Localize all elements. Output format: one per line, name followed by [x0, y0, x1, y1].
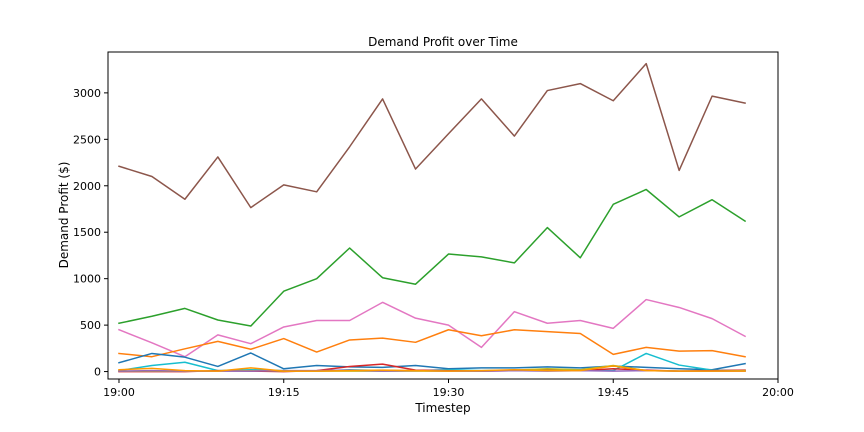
x-axis: 19:00 19:15 19:30 19:45 20:00 — [103, 379, 794, 399]
y-tick-label-6: 2500 — [73, 133, 101, 146]
y-axis-label: Demand Profit ($) — [57, 162, 71, 269]
series-line-4 — [118, 329, 746, 358]
x-tick-label-2: 19:15 — [268, 386, 300, 399]
x-tick-label-3: 19:30 — [433, 386, 465, 399]
series-line-2 — [118, 188, 747, 327]
y-axis: 0 500 1000 1500 2000 2500 3000 — [73, 87, 108, 379]
series-layer — [118, 62, 747, 373]
series-line-10 — [118, 365, 746, 372]
x-tick-label-4: 19:45 — [597, 386, 629, 399]
y-tick-label-7: 3000 — [73, 87, 101, 100]
series-line-5 — [118, 352, 746, 371]
series-line-6 — [118, 352, 746, 372]
x-axis-label: Timestep — [414, 401, 470, 415]
plot-frame — [107, 51, 779, 380]
series-line-1 — [118, 62, 746, 209]
chart-title: Demand Profit over Time — [368, 35, 518, 49]
series-line-3 — [118, 298, 747, 358]
y-tick-label-3: 1000 — [73, 273, 101, 286]
x-tick-label-1: 19:00 — [103, 386, 135, 399]
y-tick-label-4: 1500 — [73, 226, 101, 239]
y-tick-label-1: 0 — [94, 366, 101, 379]
y-tick-label-5: 2000 — [73, 180, 101, 193]
x-tick-label-5: 20:00 — [762, 386, 794, 399]
y-tick-label-2: 500 — [80, 319, 101, 332]
